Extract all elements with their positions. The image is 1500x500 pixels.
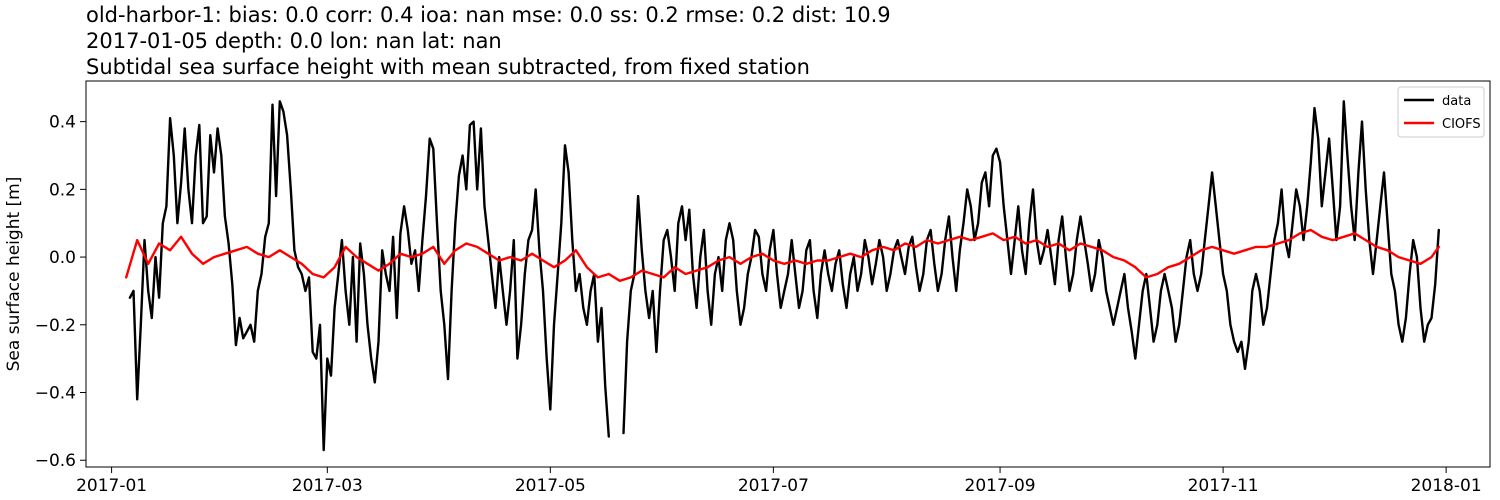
x-tick-label: 2017-07	[738, 476, 809, 496]
plot-series-group	[125, 100, 1440, 452]
series-line-data	[128, 100, 1440, 452]
y-axis-label: Sea surface height [m]	[4, 177, 24, 372]
y-tick-label: 0.2	[49, 180, 76, 200]
x-tick-label: 2017-11	[1188, 476, 1259, 496]
x-tick-label: 2017-01	[76, 476, 147, 496]
x-tick-label: 2017-05	[515, 476, 586, 496]
y-tick-label: −0.2	[35, 316, 76, 336]
x-tick-label: 2017-09	[965, 476, 1036, 496]
chart-stats-line: old-harbor-1: bias: 0.0 corr: 0.4 ioa: n…	[86, 3, 891, 27]
legend-label: CIOFS	[1442, 117, 1481, 132]
y-axis: −0.6 −0.4 −0.2 0.0 0.2 0.4	[35, 113, 86, 471]
y-tick-label: 0.4	[49, 113, 76, 133]
chart-header: old-harbor-1: bias: 0.0 corr: 0.4 ioa: n…	[86, 2, 1486, 80]
legend: data CIOFS	[1397, 86, 1485, 138]
x-tick-label: 2018-01	[1411, 476, 1482, 496]
x-tick-label: 2017-03	[292, 476, 363, 496]
legend-label: data	[1442, 94, 1471, 109]
x-axis: 2017-01 2017-03 2017-05 2017-07 2017-09 2017-…	[76, 467, 1482, 496]
chart-meta-line: 2017-01-05 depth: 0.0 lon: nan lat: nan	[86, 29, 502, 53]
plot-frame	[85, 80, 1491, 468]
y-tick-label: −0.6	[35, 451, 76, 471]
series-line-ciofs	[125, 228, 1440, 282]
y-tick-label: −0.4	[35, 384, 76, 404]
y-tick-label: 0.0	[49, 248, 76, 268]
chart-title: Subtidal sea surface height with mean su…	[86, 55, 810, 79]
